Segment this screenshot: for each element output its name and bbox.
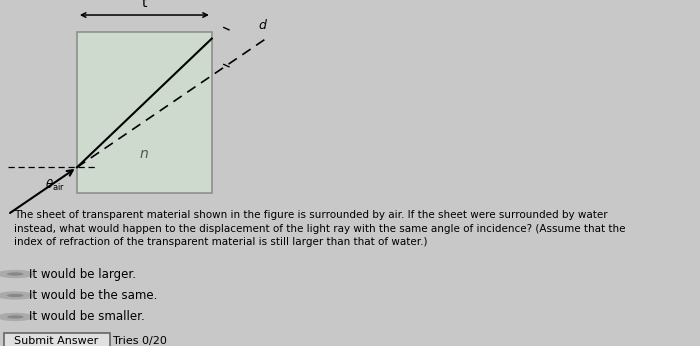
Circle shape [0, 313, 32, 320]
Text: It would be smaller.: It would be smaller. [29, 310, 145, 324]
Text: n: n [140, 147, 149, 162]
Text: Submit Answer: Submit Answer [14, 336, 99, 346]
Text: t: t [141, 0, 147, 10]
Circle shape [0, 292, 32, 299]
FancyBboxPatch shape [4, 333, 110, 346]
Text: d: d [258, 19, 266, 32]
Text: It would be larger.: It would be larger. [29, 267, 136, 281]
Text: It would be the same.: It would be the same. [29, 289, 158, 302]
Bar [77, 32, 212, 193]
Text: $\theta_{\rm air}$: $\theta_{\rm air}$ [46, 178, 66, 193]
Text: The sheet of transparent material shown in the figure is surrounded by air. If t: The sheet of transparent material shown … [14, 210, 625, 247]
Text: Tries 0/20: Tries 0/20 [113, 336, 167, 346]
Circle shape [7, 294, 24, 297]
Circle shape [0, 271, 32, 277]
Circle shape [7, 315, 24, 319]
Circle shape [7, 272, 24, 276]
